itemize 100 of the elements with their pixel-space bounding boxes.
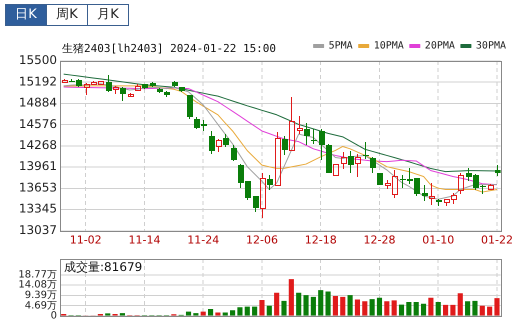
bar <box>414 302 419 316</box>
bar <box>318 290 324 316</box>
candlestick <box>231 144 237 162</box>
bar <box>450 304 456 316</box>
bar <box>392 300 397 316</box>
bar <box>325 291 331 316</box>
candlestick <box>253 196 259 212</box>
y-tick-label: 13345 <box>18 202 57 216</box>
bar <box>370 299 375 316</box>
candlestick <box>297 116 303 134</box>
bar <box>443 304 448 316</box>
candlestick <box>157 88 163 94</box>
x-tick-label: 11-14 <box>128 233 160 246</box>
y-tick-label: 13653 <box>18 180 57 194</box>
bar <box>230 310 236 316</box>
bar <box>222 312 228 316</box>
bar <box>186 312 192 316</box>
candlestick <box>179 87 185 92</box>
bar <box>252 306 258 316</box>
legend-label: 5PMA <box>328 40 353 52</box>
y-tick-label: 13037 <box>18 222 57 237</box>
x-tick-label: 12-06 <box>246 233 278 246</box>
legend-label: 30PMA <box>476 40 506 52</box>
x-tick-label: 11-02 <box>70 233 102 246</box>
candlestick <box>495 164 501 176</box>
x-tick-label: 01-10 <box>422 233 454 246</box>
bar <box>472 300 478 316</box>
bar <box>465 301 470 316</box>
bar <box>310 296 316 316</box>
candlestick <box>289 96 295 152</box>
bar <box>487 306 492 316</box>
text: 日K <box>6 5 46 25</box>
bar <box>428 298 434 316</box>
text: 周K <box>46 5 87 25</box>
candlestick <box>106 74 112 92</box>
bar <box>296 292 302 316</box>
bar <box>340 296 346 316</box>
bar <box>384 301 390 316</box>
candlestick <box>311 128 317 144</box>
candlestick <box>120 86 126 102</box>
bar <box>281 300 287 316</box>
x-tick-label: 12-18 <box>304 233 337 246</box>
candlestick <box>150 82 156 88</box>
y-tick-label: 15500 <box>18 53 57 68</box>
candlestick <box>341 152 347 170</box>
bar <box>244 306 250 316</box>
bar <box>303 295 309 316</box>
candlestick <box>319 128 325 160</box>
text: 月K <box>87 5 128 25</box>
bar <box>266 306 272 316</box>
candlestick <box>370 156 376 174</box>
y-tick-label: 14884 <box>18 96 57 110</box>
bar <box>494 298 500 316</box>
bar <box>259 300 265 316</box>
bar <box>362 301 368 316</box>
y-tick-label: 9.39万 <box>24 290 57 302</box>
bar <box>237 307 243 316</box>
candlestick <box>429 182 435 206</box>
candlestick <box>363 142 369 160</box>
bar <box>420 304 426 316</box>
bar <box>348 295 353 316</box>
candlestick <box>436 198 442 206</box>
candlestick <box>355 154 361 178</box>
bar <box>274 292 280 316</box>
candlestick <box>142 84 148 90</box>
bar <box>208 308 214 316</box>
annotation: 成交量:81679 <box>64 260 142 274</box>
y-tick-label: 14268 <box>18 138 57 152</box>
candlestick <box>172 80 178 88</box>
y-tick-label: 13961 <box>18 159 57 174</box>
candlestick <box>164 90 170 98</box>
bar <box>215 312 220 316</box>
bar <box>480 306 485 316</box>
bar <box>406 302 412 316</box>
bar <box>458 293 463 316</box>
y-tick-label: 14576 <box>18 116 57 131</box>
bar <box>398 304 404 316</box>
candlestick <box>187 95 193 120</box>
y-tick-label: 0 <box>50 310 57 322</box>
bar <box>376 298 382 316</box>
bar <box>332 296 338 316</box>
candlestick <box>326 144 332 173</box>
bar <box>288 279 294 316</box>
candlestick <box>282 136 288 156</box>
candlestick <box>223 134 229 148</box>
chart-title: 生猪2403[lh2403] 2024-01-22 15:00 <box>62 41 276 56</box>
bar <box>354 300 360 316</box>
bar <box>436 302 441 316</box>
x-tick-label: 12-28 <box>363 233 396 246</box>
candlestick <box>267 174 273 190</box>
legend-label: 20PMA <box>424 40 455 52</box>
candlestick <box>488 184 494 190</box>
y-tick-label: 15192 <box>18 74 57 88</box>
y-tick-label: 18.77万 <box>18 269 57 280</box>
x-tick-label: 01-22 <box>481 233 513 246</box>
candlestick <box>260 172 266 218</box>
candlestick <box>422 184 428 202</box>
candlestick <box>304 122 310 146</box>
x-tick-label: 11-24 <box>187 233 220 246</box>
y-tick-label: 4.69万 <box>24 300 57 312</box>
